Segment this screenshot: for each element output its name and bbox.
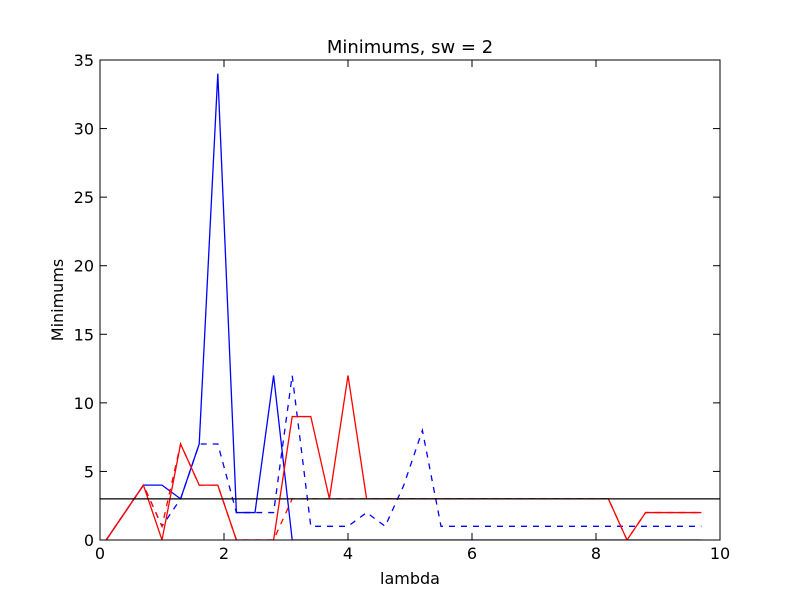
x-tick-label: 4: [343, 544, 353, 563]
series-line-2: [105, 375, 702, 540]
chart-title: Minimums, sw = 2: [327, 37, 493, 58]
x-tick-label: 10: [710, 544, 730, 563]
y-tick-label: 35: [74, 51, 94, 70]
x-tick-label: 8: [591, 544, 601, 563]
series-line-1: [105, 73, 702, 540]
x-tick-label: 2: [219, 544, 229, 563]
y-tick-label: 0: [84, 531, 94, 550]
plot-area-background: [100, 60, 720, 540]
y-tick-label: 5: [84, 462, 94, 481]
x-tick-label: 0: [95, 544, 105, 563]
y-tick-label: 20: [74, 257, 94, 276]
plot-frame: [99, 59, 721, 541]
x-tick-label: 6: [467, 544, 477, 563]
y-tick-label: 10: [74, 394, 94, 413]
y-axis-label: Minimums: [48, 259, 67, 341]
y-tick-label: 15: [74, 325, 94, 344]
y-tick-label: 30: [74, 120, 94, 139]
x-axis-label: lambda: [380, 569, 440, 588]
y-tick-label: 25: [74, 188, 94, 207]
